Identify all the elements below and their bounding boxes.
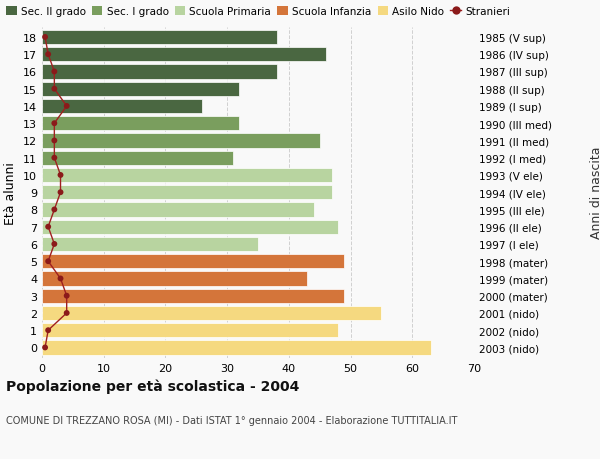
Bar — [42, 203, 314, 217]
Bar — [42, 237, 258, 252]
Legend: Sec. II grado, Sec. I grado, Scuola Primaria, Scuola Infanzia, Asilo Nido, Stran: Sec. II grado, Sec. I grado, Scuola Prim… — [2, 3, 514, 21]
Bar — [42, 341, 431, 355]
Point — [56, 189, 65, 196]
Bar — [42, 289, 344, 303]
Point — [50, 155, 59, 162]
Bar — [42, 306, 382, 320]
Bar — [42, 255, 344, 269]
Bar — [42, 100, 202, 114]
Point — [40, 34, 50, 41]
Bar — [42, 117, 239, 131]
Point — [50, 120, 59, 128]
Point — [62, 292, 71, 300]
Point — [62, 103, 71, 110]
Text: Popolazione per età scolastica - 2004: Popolazione per età scolastica - 2004 — [6, 379, 299, 393]
Point — [43, 258, 53, 265]
Bar — [42, 65, 277, 79]
Point — [50, 207, 59, 214]
Point — [43, 327, 53, 334]
Bar — [42, 272, 307, 286]
Point — [50, 241, 59, 248]
Bar — [42, 151, 233, 165]
Point — [40, 344, 50, 352]
Point — [43, 51, 53, 59]
Text: Anni di nascita: Anni di nascita — [590, 146, 600, 239]
Point — [50, 138, 59, 145]
Point — [50, 68, 59, 76]
Bar — [42, 48, 326, 62]
Bar — [42, 324, 338, 337]
Bar — [42, 168, 332, 183]
Point — [56, 275, 65, 282]
Bar — [42, 186, 332, 200]
Point — [62, 309, 71, 317]
Text: COMUNE DI TREZZANO ROSA (MI) - Dati ISTAT 1° gennaio 2004 - Elaborazione TUTTITA: COMUNE DI TREZZANO ROSA (MI) - Dati ISTA… — [6, 415, 457, 425]
Y-axis label: Età alunni: Età alunni — [4, 162, 17, 224]
Bar — [42, 220, 338, 234]
Bar — [42, 31, 277, 45]
Bar — [42, 134, 320, 148]
Point — [50, 86, 59, 93]
Bar — [42, 83, 239, 96]
Point — [43, 224, 53, 231]
Point — [56, 172, 65, 179]
